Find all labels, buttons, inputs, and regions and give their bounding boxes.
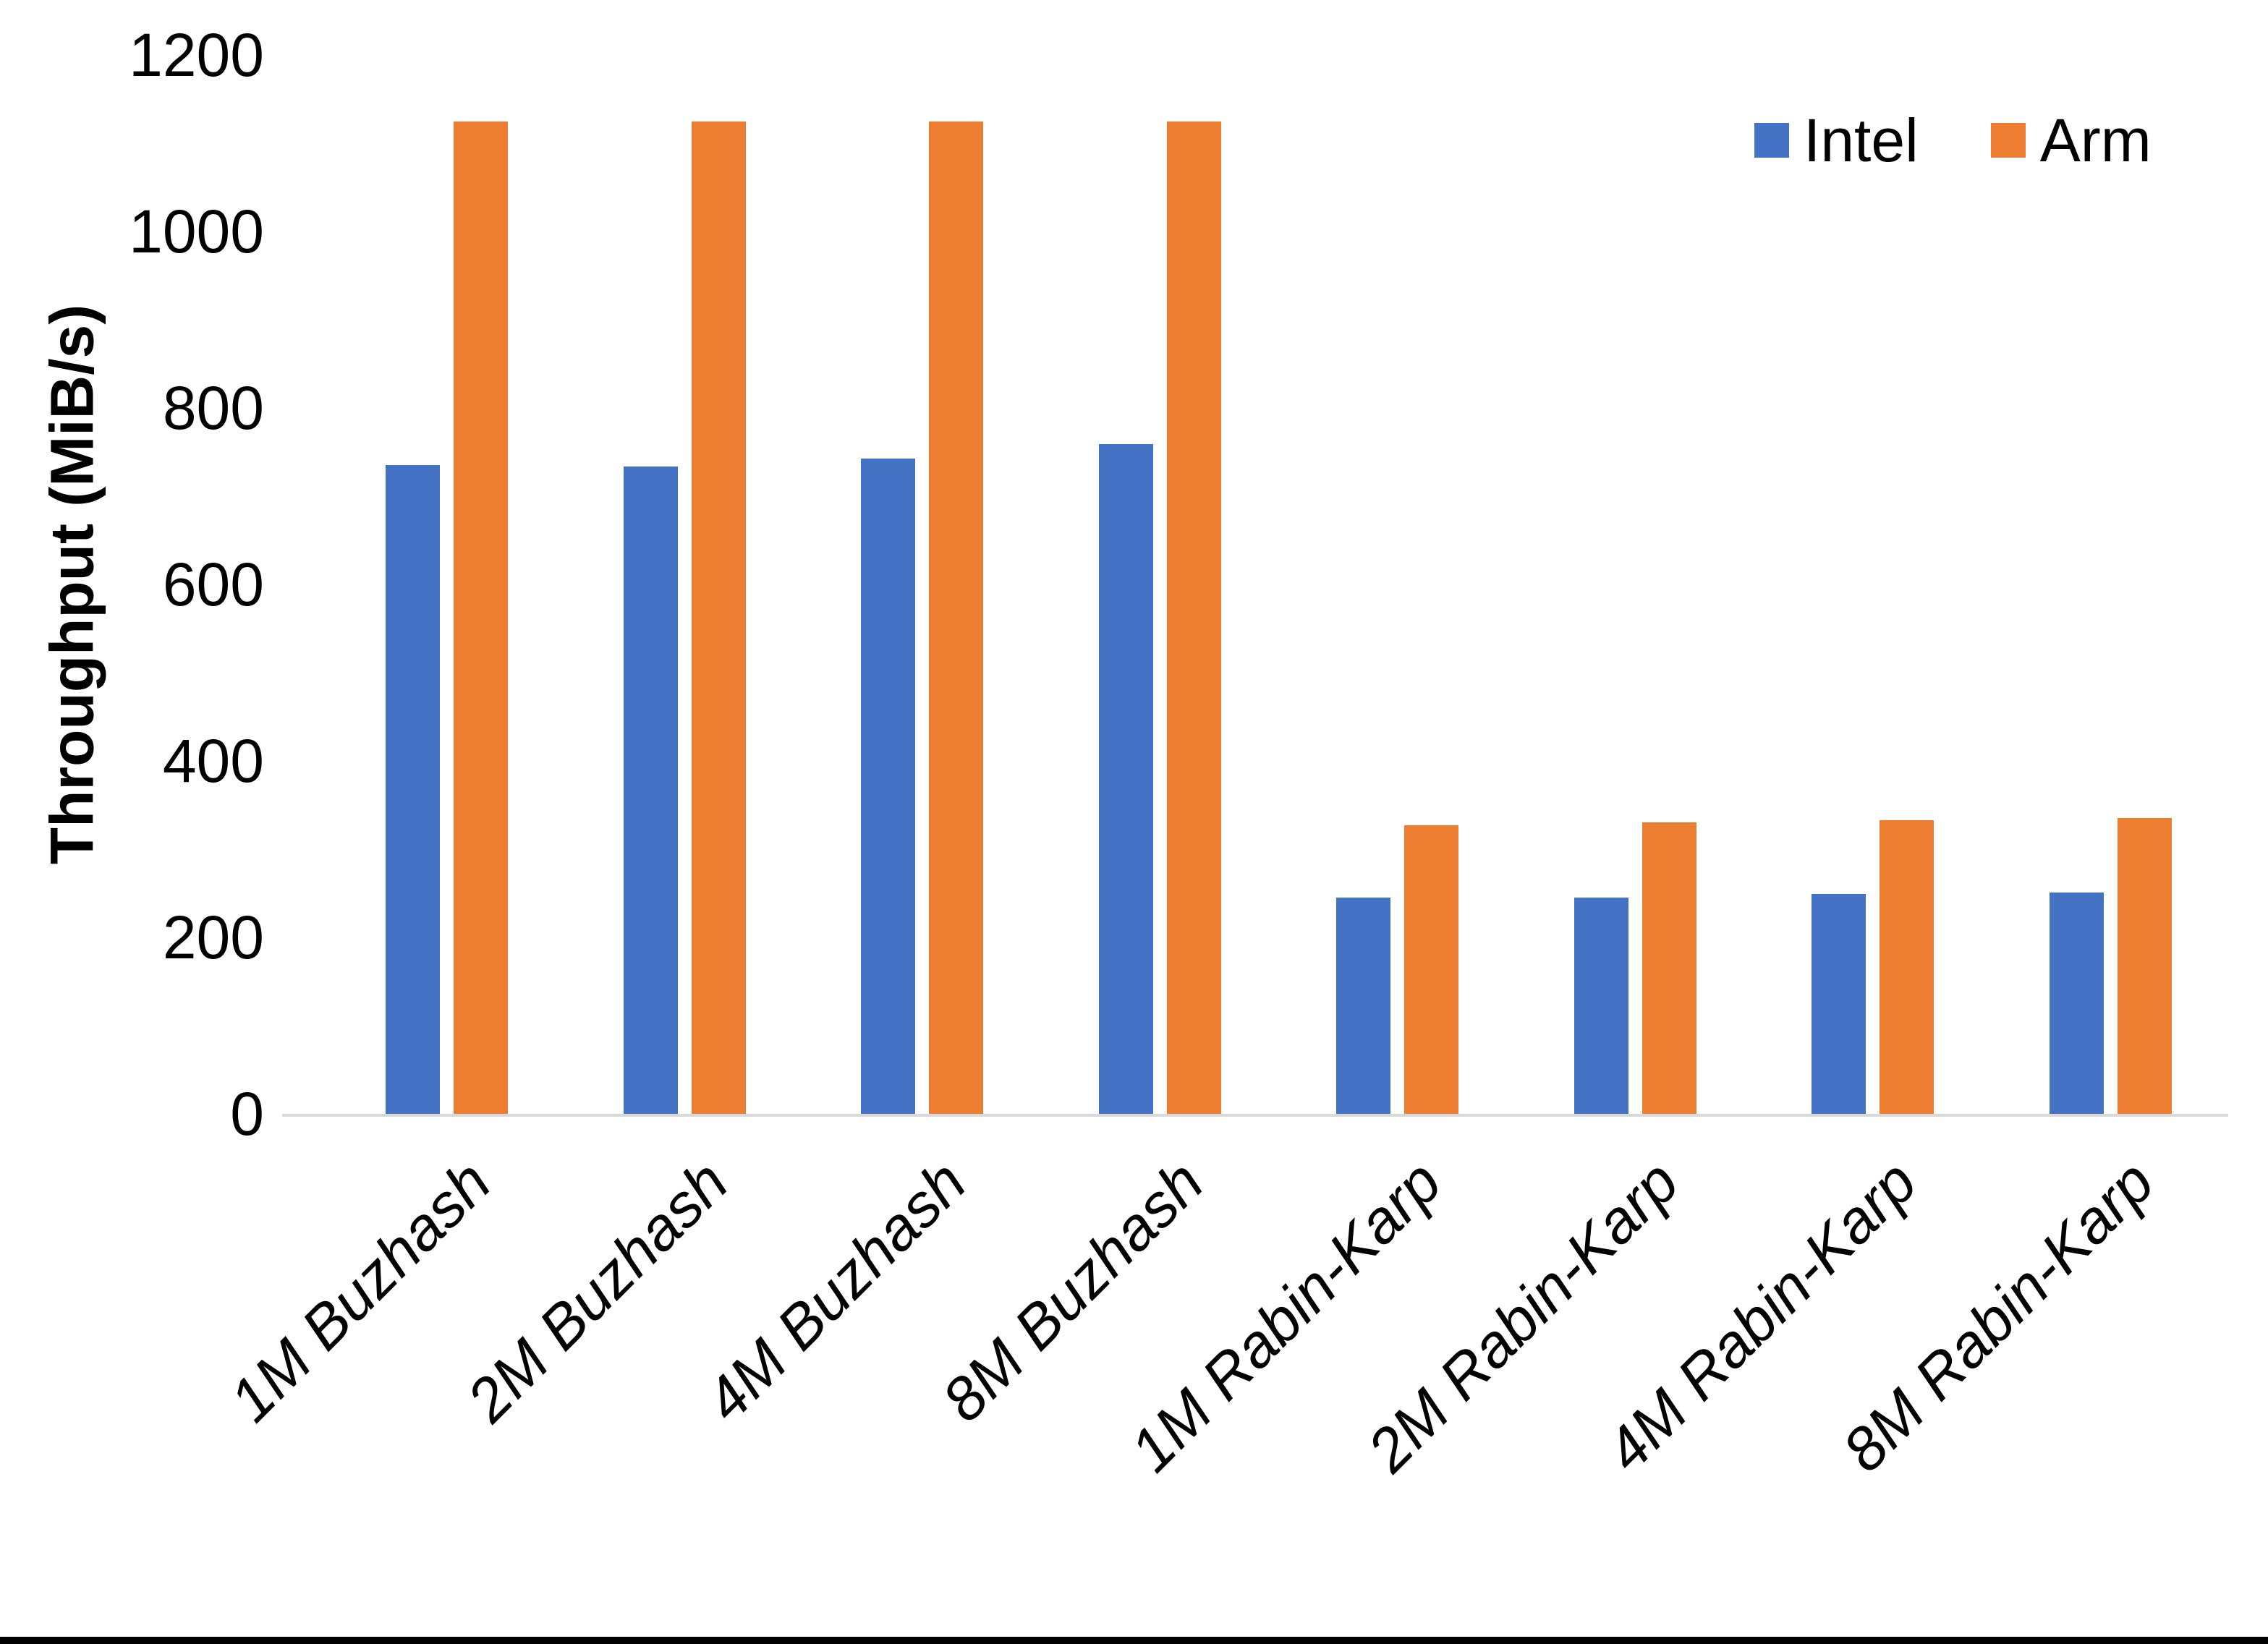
bar-arm-2m-rabin-karp <box>1641 822 1696 1114</box>
bar-arm-8m-rabin-karp <box>2117 818 2172 1114</box>
y-tick-400: 400 <box>162 727 264 795</box>
y-tick-0: 0 <box>230 1080 264 1148</box>
bar-intel-2m-rabin-karp <box>1573 898 1628 1114</box>
bar-arm-8m-buzhash <box>1166 121 1221 1114</box>
intel-series-swatch-icon <box>1754 123 1789 158</box>
y-tick-1200: 1200 <box>129 21 264 89</box>
bar-arm-4m-buzhash <box>929 121 983 1114</box>
legend-item-intel: Intel <box>1754 110 1919 171</box>
bar-intel-8m-buzhash <box>1098 444 1153 1114</box>
y-tick-1000: 1000 <box>129 197 264 265</box>
bar-intel-8m-rabin-karp <box>2049 892 2104 1114</box>
legend-item-arm: Arm <box>1990 106 2152 174</box>
y-tick-600: 600 <box>162 550 264 618</box>
bar-intel-1m-rabin-karp <box>1336 898 1390 1114</box>
bottom-border <box>0 1637 2268 1644</box>
bar-arm-1m-buzhash <box>454 121 508 1114</box>
y-tick-200: 200 <box>162 903 264 971</box>
x-axis-line <box>282 1114 2228 1117</box>
bar-intel-4m-rabin-karp <box>1812 894 1866 1114</box>
bar-intel-1m-buzhash <box>386 465 440 1114</box>
bar-intel-4m-buzhash <box>861 458 915 1114</box>
legend-label-intel: Intel <box>1804 106 1919 174</box>
bar-arm-4m-rabin-karp <box>1880 819 1934 1114</box>
y-tick-800: 800 <box>162 374 264 442</box>
legend-label-arm: Arm <box>2039 106 2152 174</box>
legend: Intel Arm <box>1754 110 2152 171</box>
bar-arm-1m-rabin-karp <box>1404 825 1458 1114</box>
bar-intel-2m-buzhash <box>623 466 678 1114</box>
arm-series-swatch-icon <box>1990 123 2026 158</box>
bar-arm-2m-buzhash <box>691 121 746 1114</box>
